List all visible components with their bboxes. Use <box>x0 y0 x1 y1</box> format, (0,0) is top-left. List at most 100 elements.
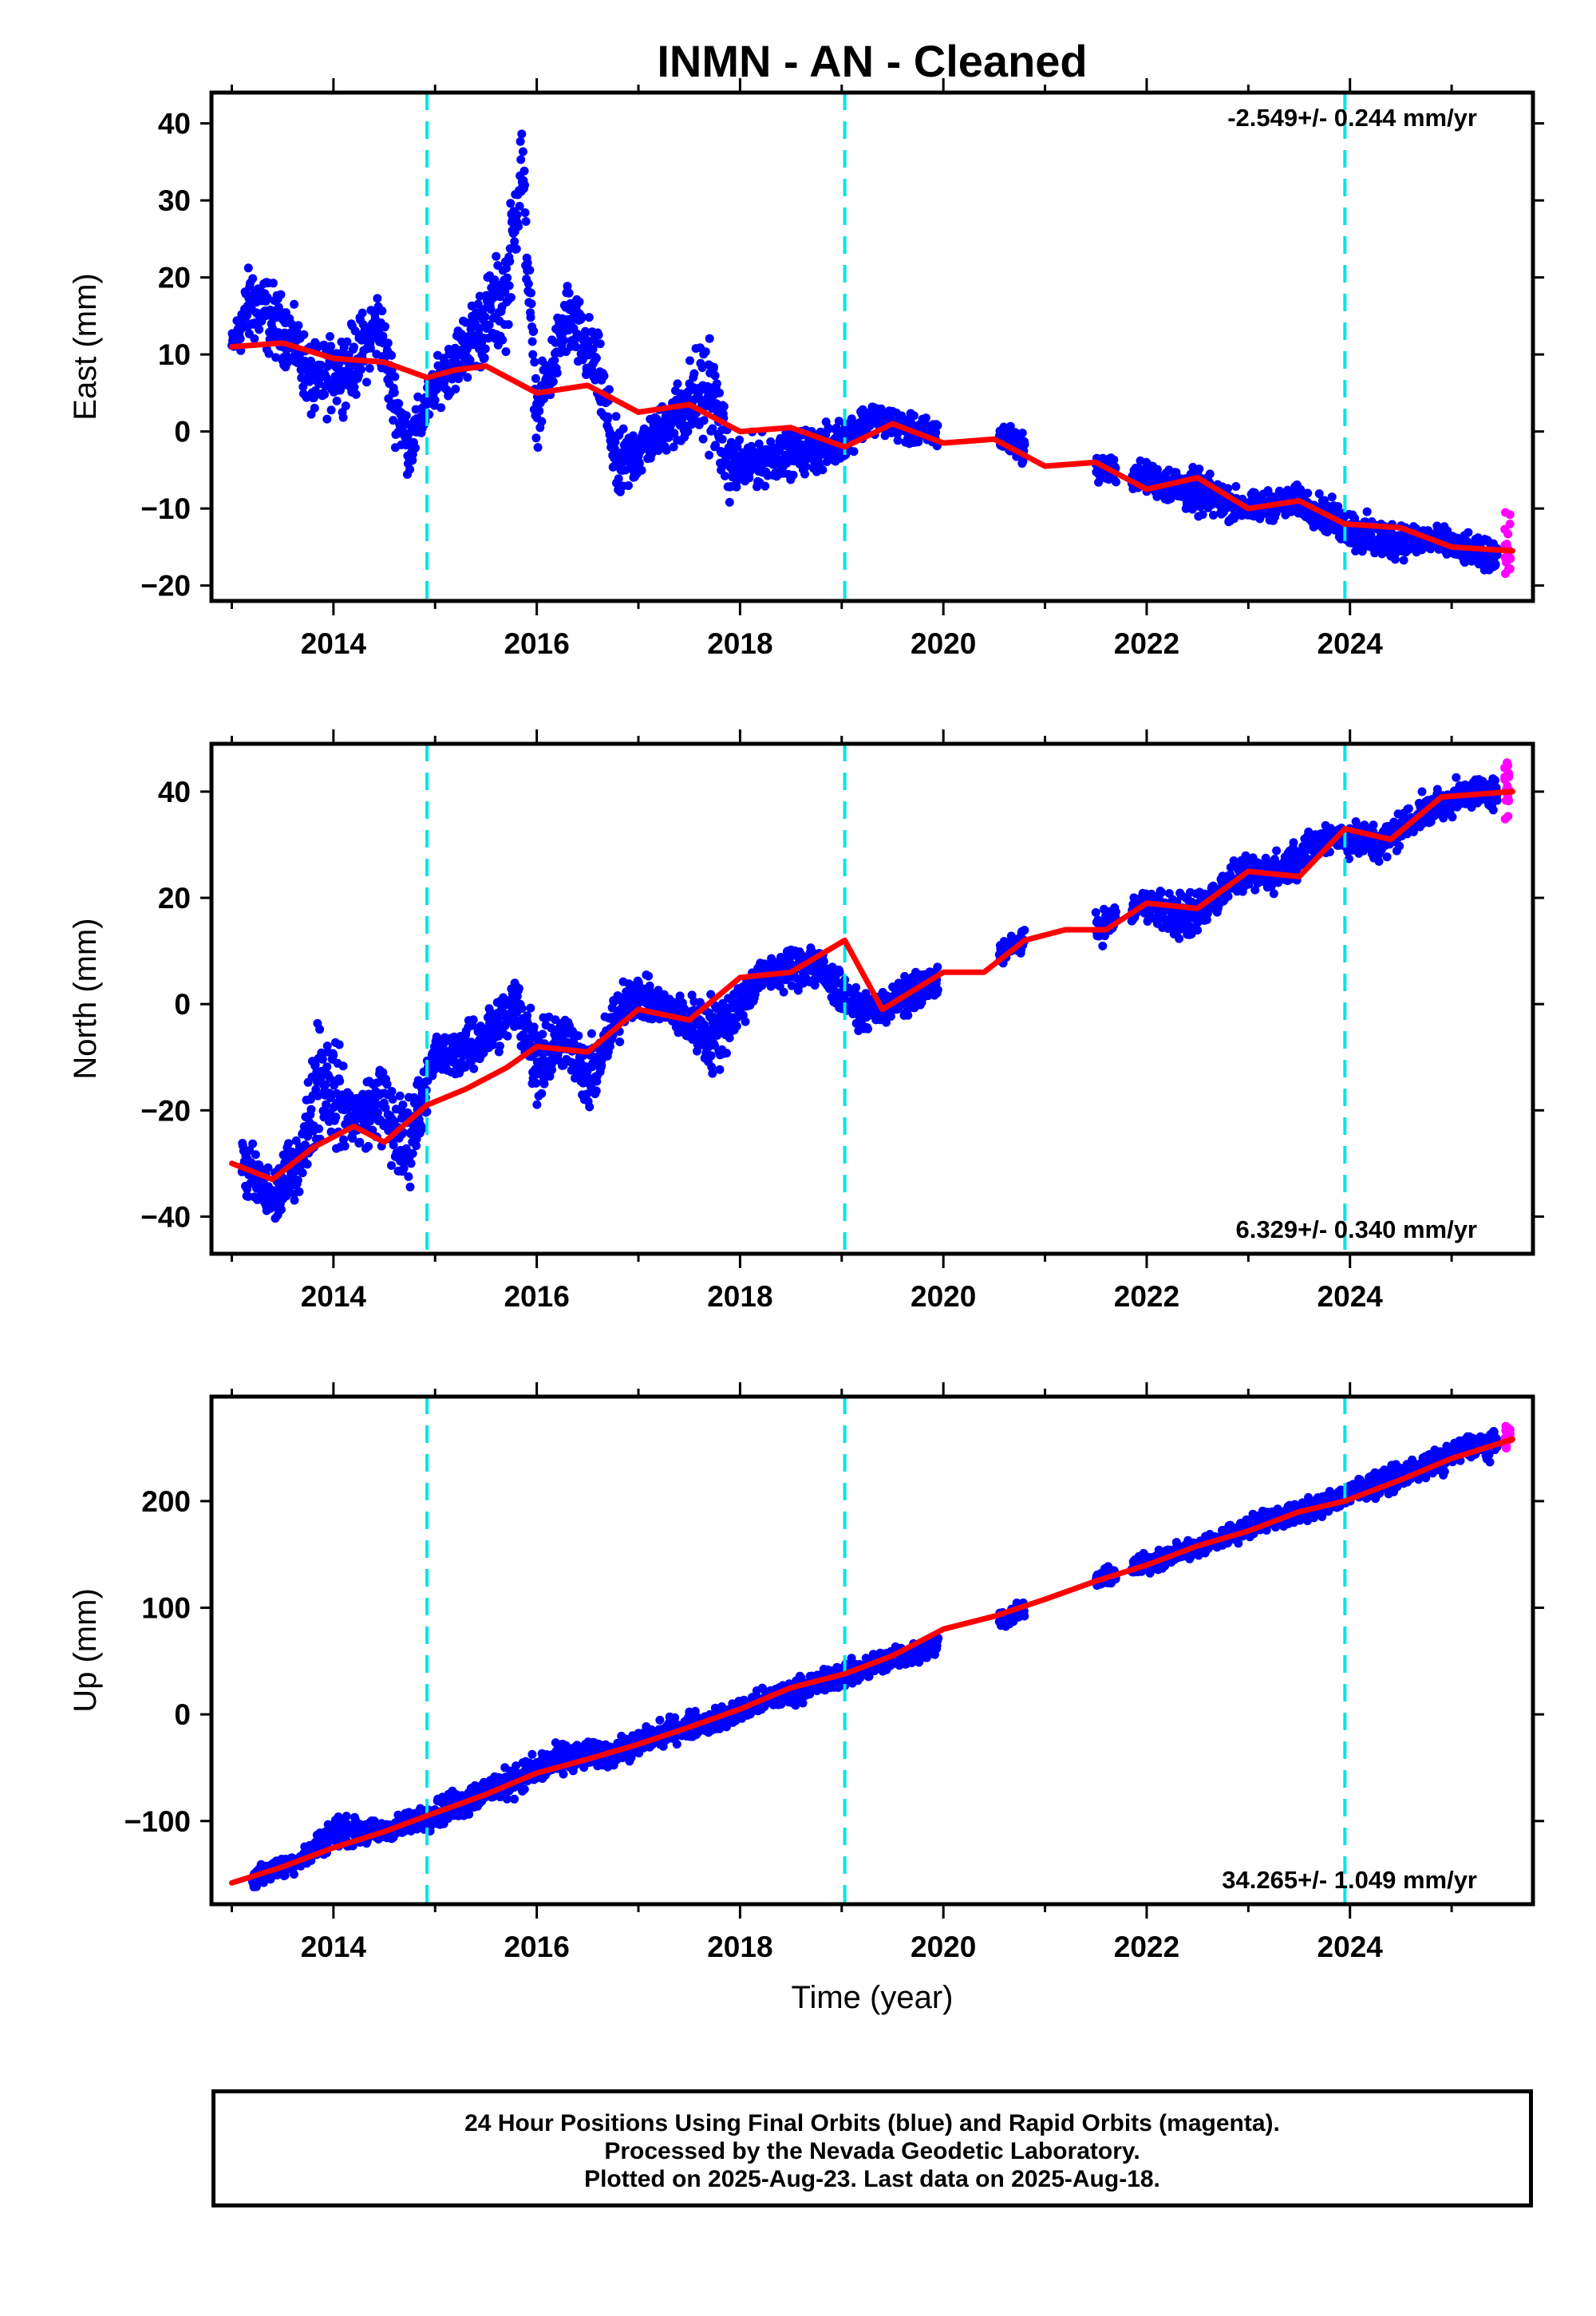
final-orbit-point <box>373 294 382 303</box>
y-tick-label: 40 <box>158 108 191 140</box>
final-orbit-point <box>708 424 717 433</box>
final-orbit-point <box>495 1041 504 1051</box>
final-orbit-point <box>255 325 264 334</box>
final-orbit-point <box>358 308 367 318</box>
final-orbit-point <box>1195 464 1204 474</box>
final-orbit-point <box>614 474 623 484</box>
final-orbit-point <box>486 305 496 314</box>
final-orbit-point <box>531 433 541 443</box>
final-orbit-point <box>531 1078 541 1088</box>
final-orbit-point <box>539 1079 549 1089</box>
final-orbit-point <box>364 1141 373 1151</box>
final-orbit-point <box>801 462 811 472</box>
final-orbit-point <box>235 334 245 343</box>
final-orbit-point <box>377 306 387 316</box>
final-orbit-point <box>394 399 404 409</box>
final-orbit-point <box>290 1196 299 1205</box>
final-orbit-point <box>510 237 519 247</box>
final-orbit-point <box>1289 838 1298 848</box>
final-orbit-point <box>413 1076 423 1085</box>
final-orbit-point <box>1005 421 1015 431</box>
final-orbit-point <box>390 372 400 381</box>
final-orbit-point <box>411 443 420 453</box>
final-orbit-point <box>851 982 861 992</box>
final-orbit-point <box>835 967 844 977</box>
final-orbit-point <box>624 481 633 490</box>
final-orbit-point <box>548 377 558 386</box>
final-orbit-point <box>708 1069 717 1078</box>
final-orbit-point <box>712 379 721 389</box>
final-orbit-point <box>338 1061 348 1071</box>
final-orbit-point <box>886 1012 895 1021</box>
final-orbit-point <box>302 1160 312 1169</box>
final-orbit-point <box>408 1148 417 1158</box>
final-orbit-point <box>788 470 798 480</box>
final-orbit-point <box>332 396 342 405</box>
final-orbit-point <box>398 1100 408 1109</box>
final-orbit-point <box>787 981 796 990</box>
final-orbit-point <box>909 411 918 421</box>
final-orbit-point <box>395 1091 405 1101</box>
x-tick-label: 2016 <box>504 627 569 660</box>
final-orbit-point <box>530 358 539 367</box>
final-orbit-point <box>615 1037 625 1046</box>
final-orbit-point <box>451 385 460 393</box>
final-orbit-point <box>365 1117 375 1126</box>
final-orbit-point <box>519 1030 528 1040</box>
final-orbit-point <box>341 401 350 411</box>
final-orbit-point <box>1111 907 1120 917</box>
final-orbit-point <box>271 353 281 362</box>
final-orbit-point <box>516 136 525 146</box>
final-orbit-point <box>587 1029 596 1038</box>
final-orbit-point <box>706 1051 716 1061</box>
final-orbit-point <box>329 1050 338 1060</box>
final-orbit-point <box>810 981 820 990</box>
final-orbit-point <box>779 987 788 997</box>
final-orbit-point <box>1109 455 1119 464</box>
final-orbit-point <box>1020 926 1029 935</box>
final-orbit-point <box>322 1100 331 1109</box>
final-orbit-point <box>387 350 397 360</box>
final-orbit-point <box>1198 510 1207 520</box>
final-orbit-point <box>654 446 663 456</box>
final-orbit-point <box>517 1004 527 1014</box>
final-orbit-point <box>584 313 594 322</box>
final-orbit-point <box>516 155 526 164</box>
final-orbit-point <box>503 1031 512 1041</box>
final-orbit-point <box>284 1139 293 1148</box>
final-orbit-point <box>575 297 584 306</box>
final-orbit-point <box>488 1040 498 1049</box>
final-orbit-point <box>1314 489 1324 499</box>
final-orbit-point <box>389 1140 398 1150</box>
rapid-orbit-point <box>1503 529 1513 539</box>
final-orbit-point <box>819 957 828 966</box>
final-orbit-point <box>907 418 916 428</box>
final-orbit-point <box>318 1054 327 1064</box>
final-orbit-point <box>1020 440 1029 449</box>
final-orbit-point <box>480 344 490 354</box>
final-orbit-point <box>293 1176 302 1185</box>
final-orbit-point <box>365 343 375 353</box>
final-orbit-point <box>326 342 336 351</box>
final-orbit-point <box>251 1150 260 1160</box>
final-orbit-point <box>526 313 535 322</box>
final-orbit-point <box>725 1034 734 1042</box>
final-orbit-point <box>467 1056 476 1065</box>
final-orbit-point <box>248 1139 258 1148</box>
final-orbit-point <box>1018 456 1028 466</box>
final-orbit-point <box>662 445 671 455</box>
final-orbit-point <box>634 458 644 468</box>
rapid-orbit-point <box>1503 564 1513 574</box>
final-orbit-point <box>463 373 472 382</box>
final-orbit-point <box>504 281 514 290</box>
final-orbit-point <box>480 312 490 322</box>
final-orbit-point <box>730 449 740 459</box>
final-orbit-point <box>322 1062 332 1072</box>
final-orbit-point <box>315 1025 325 1034</box>
final-orbit-point <box>1464 528 1473 537</box>
final-orbit-point <box>1098 941 1108 951</box>
final-orbit-point <box>701 347 710 357</box>
final-orbit-point <box>683 427 693 437</box>
final-orbit-point <box>340 1141 350 1151</box>
final-orbit-point <box>303 1132 313 1141</box>
